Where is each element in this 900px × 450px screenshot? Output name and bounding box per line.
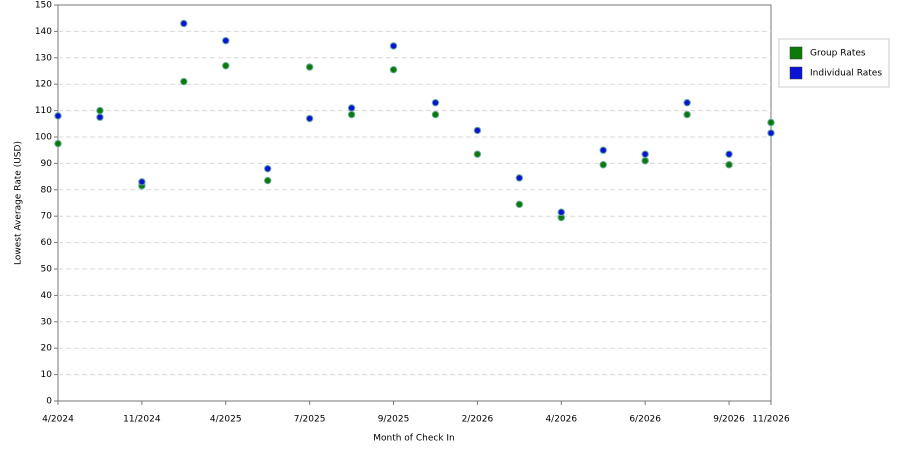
data-point bbox=[683, 110, 691, 119]
y-tick-label: 10 bbox=[41, 370, 53, 380]
legend-label: Group Rates bbox=[810, 49, 866, 59]
data-point bbox=[431, 110, 440, 119]
data-point bbox=[389, 65, 398, 74]
x-tick-label: 9/2026 bbox=[713, 415, 745, 425]
data-point bbox=[725, 161, 733, 169]
data-point bbox=[347, 110, 356, 119]
y-tick-label: 150 bbox=[35, 1, 52, 11]
y-tick-label: 0 bbox=[46, 397, 52, 407]
y-tick-label: 20 bbox=[41, 344, 53, 354]
y-tick-label: 90 bbox=[41, 159, 53, 169]
y-tick-label: 140 bbox=[35, 27, 52, 37]
data-point bbox=[180, 19, 188, 28]
data-point bbox=[389, 42, 398, 50]
data-point bbox=[431, 98, 440, 107]
legend-swatch bbox=[789, 66, 803, 80]
data-point bbox=[767, 118, 775, 127]
data-point bbox=[264, 176, 272, 185]
data-point bbox=[96, 106, 104, 115]
data-point bbox=[725, 150, 733, 158]
y-tick-label: 100 bbox=[35, 133, 52, 143]
legend-swatch bbox=[789, 46, 803, 60]
x-axis-title: Month of Check In bbox=[373, 434, 455, 444]
data-point bbox=[473, 126, 482, 135]
data-point bbox=[557, 208, 565, 216]
y-axis-title: Lowest Average Rate (USD) bbox=[14, 141, 24, 265]
data-point bbox=[264, 164, 272, 173]
x-tick-label: 11/2024 bbox=[123, 415, 161, 425]
data-point bbox=[222, 36, 230, 45]
y-tick-label: 120 bbox=[35, 80, 52, 90]
data-point bbox=[347, 104, 356, 112]
x-tick-label: 9/2025 bbox=[378, 415, 410, 425]
x-tick-label: 2/2026 bbox=[462, 415, 494, 425]
legend-label: Individual Rates bbox=[810, 69, 882, 79]
plot-frame bbox=[57, 4, 772, 402]
data-point bbox=[138, 178, 146, 186]
data-point bbox=[599, 161, 607, 169]
data-point bbox=[767, 129, 775, 137]
data-point bbox=[515, 200, 524, 209]
legend bbox=[778, 38, 890, 88]
data-point bbox=[54, 139, 62, 148]
data-point bbox=[222, 62, 230, 70]
x-tick-label: 4/2026 bbox=[545, 415, 577, 425]
y-tick-label: 50 bbox=[41, 265, 53, 275]
data-point bbox=[305, 114, 314, 123]
x-tick-label: 7/2025 bbox=[294, 415, 326, 425]
data-point bbox=[683, 98, 691, 107]
x-tick-label: 6/2026 bbox=[629, 415, 661, 425]
data-point bbox=[54, 112, 62, 120]
y-tick-label: 80 bbox=[41, 185, 53, 195]
data-point bbox=[641, 150, 649, 158]
data-point bbox=[180, 77, 188, 86]
data-point bbox=[641, 157, 649, 165]
data-point bbox=[599, 146, 607, 154]
y-tick-label: 130 bbox=[35, 53, 52, 63]
y-tick-label: 30 bbox=[41, 317, 53, 327]
data-point bbox=[96, 113, 104, 121]
data-point bbox=[515, 174, 524, 182]
x-tick-label: 11/2026 bbox=[752, 415, 790, 425]
y-tick-label: 110 bbox=[35, 106, 52, 116]
y-tick-label: 40 bbox=[41, 291, 53, 301]
data-point bbox=[305, 63, 314, 71]
y-tick-label: 60 bbox=[41, 238, 53, 248]
x-tick-label: 4/2024 bbox=[42, 415, 74, 425]
x-tick-label: 4/2025 bbox=[210, 415, 242, 425]
data-point bbox=[473, 150, 482, 158]
y-tick-label: 70 bbox=[41, 212, 53, 222]
